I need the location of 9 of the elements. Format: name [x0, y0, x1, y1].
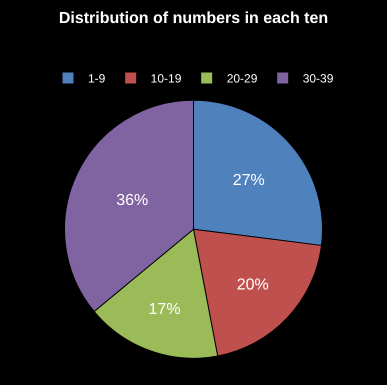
- data-label: 17%: [148, 301, 181, 318]
- data-label: 27%: [232, 172, 265, 190]
- legend-label: 30-39: [302, 72, 334, 86]
- legend-label: 10-19: [150, 72, 182, 86]
- legend-label: 20-29: [226, 72, 258, 86]
- data-label: 20%: [236, 276, 269, 294]
- legend-label: 1-9: [88, 72, 106, 86]
- chart-title: Distribution of numbers in each ten: [58, 10, 328, 27]
- data-label: 36%: [116, 192, 148, 209]
